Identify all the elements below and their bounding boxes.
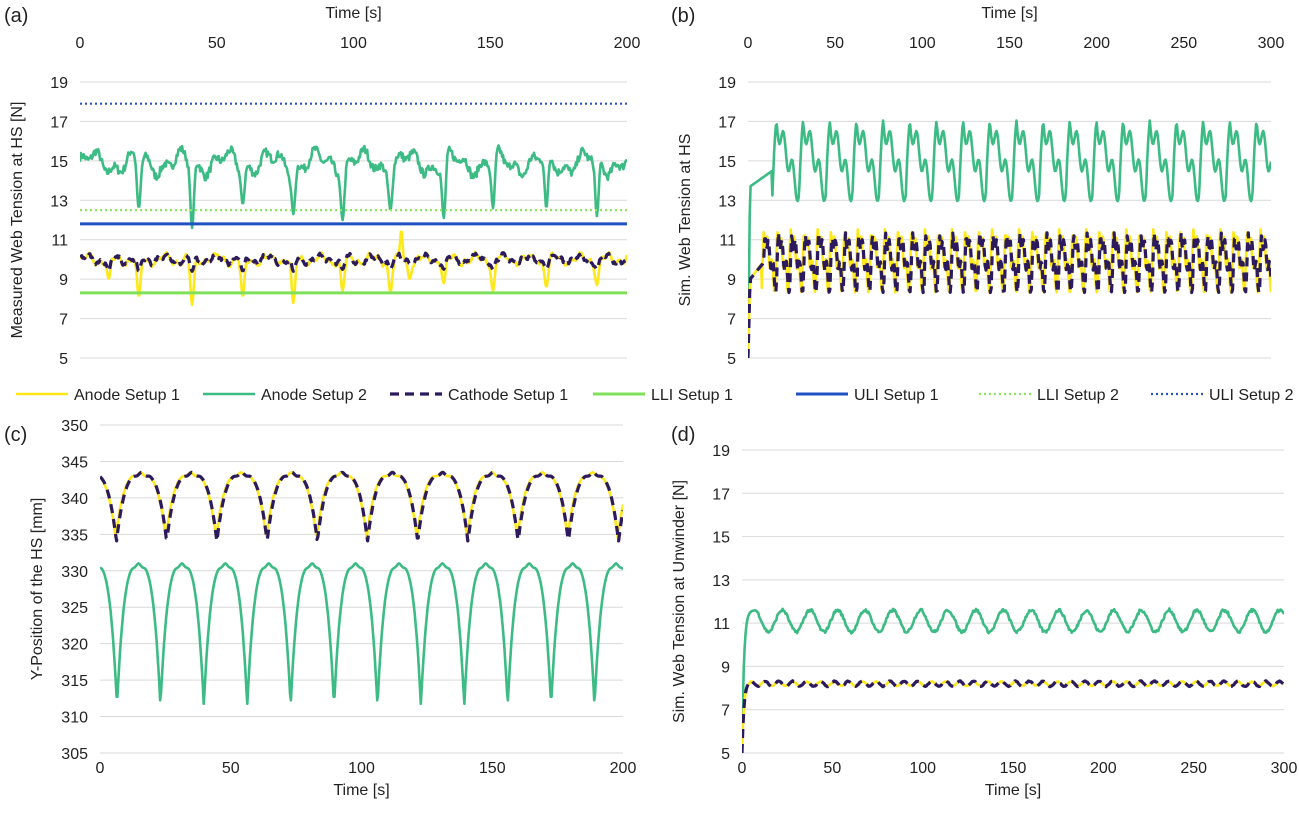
y-tick-label: 19 — [50, 75, 68, 92]
y-tick-label: 5 — [727, 351, 736, 368]
x-axis-title: Time [s] — [985, 782, 1041, 799]
x-tick-label: 150 — [477, 35, 504, 52]
x-tick-label: 100 — [348, 760, 375, 777]
y-tick-label: 5 — [721, 746, 730, 763]
y-tick-label: 13 — [712, 573, 730, 590]
panel-letter: (b) — [671, 5, 695, 27]
legend-label: Anode Setup 1 — [74, 387, 180, 404]
y-tick-label: 15 — [50, 154, 68, 171]
y-tick-label: 7 — [721, 703, 730, 720]
y-tick-label: 320 — [61, 637, 88, 654]
x-tick-label: 200 — [614, 35, 641, 52]
x-tick-label: 100 — [909, 35, 936, 52]
y-tick-label: 9 — [721, 659, 730, 676]
y-axis-title: Sim. Web Tension at HS — [677, 134, 694, 307]
x-tick-label: 250 — [1170, 35, 1197, 52]
legend-label: LLI Setup 1 — [651, 387, 733, 404]
y-tick-label: 17 — [712, 486, 730, 503]
plot-area — [748, 119, 1271, 358]
series-line-anode2 — [748, 119, 1271, 358]
panel-letter: (a) — [4, 5, 28, 27]
legend-label: ULI Setup 2 — [1209, 387, 1294, 404]
x-tick-label: 200 — [1083, 35, 1110, 52]
series-line-cathode1 — [100, 470, 623, 543]
y-tick-label: 15 — [712, 530, 730, 547]
y-tick-label: 350 — [61, 418, 88, 435]
series-line-cathode1 — [742, 679, 1284, 753]
plot-area — [742, 607, 1284, 753]
y-axis-title: Y-Position of the HS [mm] — [29, 498, 46, 681]
series-line-anode2 — [100, 562, 623, 706]
y-tick-label: 13 — [50, 193, 68, 210]
series-line-cathode1 — [748, 231, 1271, 358]
y-axis-title: Sim. Web Tension at Unwinder [N] — [671, 480, 688, 723]
y-tick-label: 11 — [719, 233, 736, 250]
x-tick-label: 100 — [340, 35, 367, 52]
panel-letter: (d) — [671, 424, 695, 446]
y-tick-label: 15 — [718, 154, 736, 171]
y-tick-label: 19 — [712, 443, 730, 460]
series-line-anode2 — [80, 144, 627, 230]
x-axis-title: Time [s] — [325, 5, 381, 22]
y-tick-label: 345 — [61, 454, 88, 471]
x-tick-label: 0 — [96, 760, 105, 777]
y-tick-label: 310 — [61, 710, 88, 727]
x-axis-title: Time [s] — [333, 782, 389, 799]
legend-label: Anode Setup 2 — [261, 387, 367, 404]
x-tick-label: 50 — [222, 760, 240, 777]
x-tick-label: 0 — [738, 760, 747, 777]
y-tick-label: 7 — [727, 312, 736, 329]
x-tick-label: 150 — [996, 35, 1023, 52]
panel-d: (d) 5 7 9 11 13 15 17 19 0 50 100 150 200 250 300 Time [… — [671, 424, 1297, 799]
x-axis-title: Time [s] — [981, 5, 1037, 22]
x-tick-label: 50 — [826, 35, 844, 52]
panel-a: (a) 5 7 9 11 13 15 17 19 0 50 100 150 200 Time [s] Meas… — [4, 5, 640, 368]
y-tick-label: 330 — [61, 564, 88, 581]
legend: Anode Setup 1 Anode Setup 2 Cathode Setup … — [16, 387, 1294, 404]
legend-label: LLI Setup 2 — [1037, 387, 1119, 404]
legend-label: Cathode Setup 1 — [448, 387, 568, 404]
y-tick-label: 13 — [718, 193, 736, 210]
y-tick-label: 17 — [718, 114, 736, 131]
y-tick-label: 17 — [50, 114, 68, 131]
x-tick-label: 300 — [1258, 35, 1285, 52]
y-tick-label: 11 — [713, 616, 730, 633]
x-tick-label: 50 — [823, 760, 841, 777]
y-tick-label: 315 — [61, 673, 88, 690]
x-tick-label: 0 — [76, 35, 85, 52]
x-tick-label: 250 — [1180, 760, 1207, 777]
y-tick-label: 11 — [51, 233, 68, 250]
series-line-cathode1 — [80, 251, 627, 273]
y-tick-label: 5 — [59, 351, 68, 368]
x-tick-label: 100 — [909, 760, 936, 777]
y-axis-title: Measured Web Tension at HS [N] — [9, 102, 26, 339]
x-tick-label: 50 — [208, 35, 226, 52]
x-tick-label: 150 — [1000, 760, 1027, 777]
plot-area — [80, 102, 627, 307]
plot-area — [100, 470, 623, 706]
y-tick-label: 7 — [59, 312, 68, 329]
y-tick-label: 9 — [727, 272, 736, 289]
series-line-anode1 — [742, 680, 1284, 753]
y-tick-label: 325 — [61, 600, 88, 617]
x-tick-label: 200 — [1090, 760, 1117, 777]
panel-letter: (c) — [4, 424, 27, 446]
y-tick-label: 19 — [718, 75, 736, 92]
x-tick-label: 0 — [744, 35, 753, 52]
x-tick-label: 200 — [610, 760, 637, 777]
panel-b: (b) 5 7 9 11 13 15 17 19 0 50 100 150 200 250 300 Time [… — [671, 5, 1284, 368]
y-tick-label: 340 — [61, 491, 88, 508]
y-tick-label: 9 — [59, 272, 68, 289]
panel-c: (c) 305 310 315 320 325 330 335 340 345 350 0 50 100 1… — [4, 418, 636, 799]
y-tick-label: 305 — [61, 746, 88, 763]
x-tick-label: 150 — [479, 760, 506, 777]
legend-label: ULI Setup 1 — [854, 387, 939, 404]
y-tick-label: 335 — [61, 527, 88, 544]
x-tick-label: 300 — [1271, 760, 1298, 777]
series-line-anode2 — [742, 607, 1284, 753]
